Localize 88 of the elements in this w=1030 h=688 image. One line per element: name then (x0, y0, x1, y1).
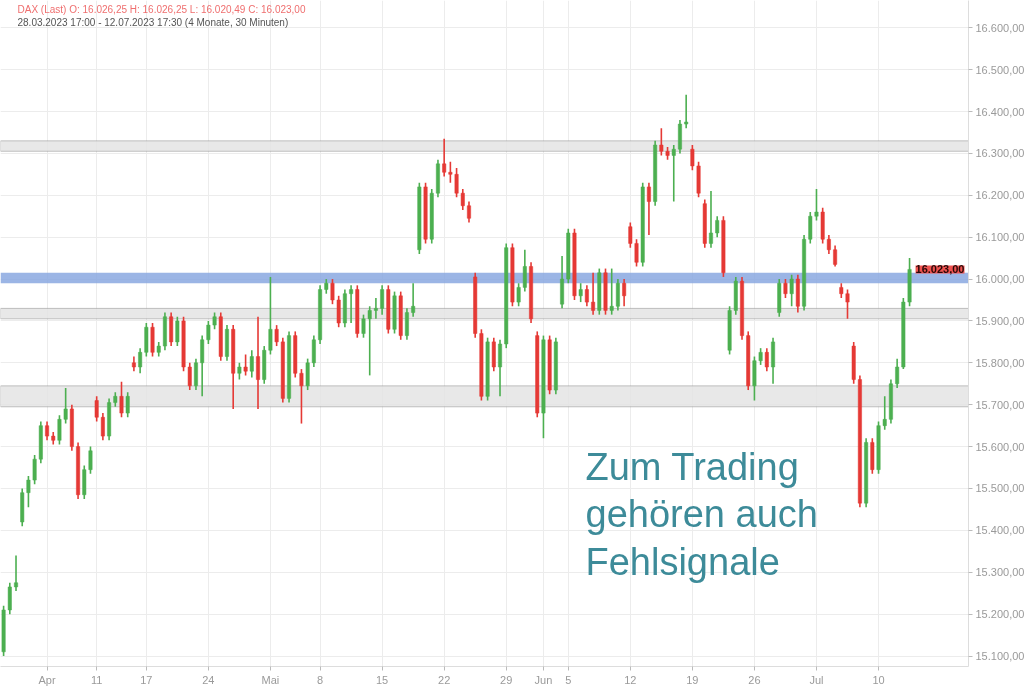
candlestick (200, 334, 205, 398)
candlestick (498, 338, 502, 398)
candlestick (578, 282, 583, 303)
candlestick (783, 278, 788, 299)
x-tick-label: 24 (202, 673, 215, 686)
y-tick-label: 15.300,00 (975, 566, 1025, 579)
candlestick (349, 284, 354, 324)
candlestick (826, 234, 831, 255)
candlestick (45, 420, 49, 442)
candlestick (622, 278, 627, 308)
candlestick (373, 297, 378, 320)
y-tick-label: 16.300,00 (975, 147, 1025, 160)
annotation: Zum Trading gehören auch Fehlsignale (585, 445, 818, 583)
candlestick (256, 315, 260, 410)
candlestick (94, 395, 99, 423)
candlestick (138, 347, 143, 375)
candlestick (584, 284, 589, 308)
candlestick (380, 284, 385, 316)
x-tick-label: 5 (565, 673, 572, 686)
candlestick (100, 412, 105, 442)
x-tick-label: Mai (261, 673, 280, 686)
y-tick-label: 16.200,00 (975, 189, 1025, 202)
candlestick (789, 274, 794, 308)
candlestick (467, 200, 471, 224)
candlestick (709, 190, 713, 249)
candlestick (609, 267, 614, 316)
x-tick-label: 8 (317, 673, 324, 686)
y-tick-label: 16.000,00 (975, 273, 1025, 286)
candlestick (32, 454, 37, 486)
candlestick (125, 391, 130, 419)
candlestick (26, 475, 31, 509)
x-tick-label: 17 (140, 673, 153, 686)
x-tick-label: 12 (624, 673, 637, 686)
y-tick-label: 15.200,00 (975, 608, 1025, 621)
candlestick (615, 278, 620, 312)
candlestick (243, 353, 248, 377)
y-tick-label: 15.700,00 (975, 398, 1025, 411)
x-tick-label: Jun (534, 673, 553, 686)
candlestick (715, 215, 720, 238)
x-tick-label: 15 (376, 673, 389, 686)
x-tick-label: 22 (438, 673, 451, 686)
text: 28.03.2023 17:00 - 12.07.2023 17:30 (4 Monate, 30 Minuten) (17, 16, 289, 28)
y-tick-label: 15.500,00 (975, 482, 1025, 495)
candlestick (764, 347, 769, 372)
x-tick-label: 29 (500, 673, 513, 686)
x-tick-label: 26 (748, 673, 761, 686)
candlestick (330, 278, 335, 305)
y-tick-label: 15.600,00 (975, 440, 1025, 453)
candlestick (175, 315, 180, 347)
x-tick-label: Apr (38, 673, 56, 686)
candlestick (187, 362, 192, 391)
candlestick (119, 380, 124, 419)
candlestick (522, 248, 527, 293)
candlestick (659, 127, 664, 157)
candlestick (690, 144, 695, 171)
candlestick (206, 320, 211, 345)
candlestick (194, 357, 198, 391)
candlestick (833, 244, 838, 268)
y-tick-label: 15.400,00 (975, 524, 1025, 537)
y-tick-label: 15.800,00 (975, 356, 1025, 369)
candlestick (671, 144, 676, 203)
candlestick (311, 334, 316, 368)
candlestick (646, 181, 651, 236)
candlestick (404, 307, 409, 341)
candlestick (442, 137, 447, 178)
y-tick-label: 16.600,00 (975, 21, 1025, 34)
candlestick (895, 357, 900, 389)
y-tick-label: 16.100,00 (975, 231, 1025, 244)
annotation: 16.023,00 (915, 263, 965, 276)
x-tick-label: 19 (686, 673, 699, 686)
candlestick (14, 554, 18, 592)
x-tick-label: 11 (90, 673, 103, 686)
y-tick-label: 15.100,00 (975, 650, 1025, 663)
candlestick (274, 324, 279, 347)
y-tick-label: 16.400,00 (975, 105, 1025, 118)
candlestick (249, 349, 254, 379)
candlestick (684, 93, 689, 130)
candlestick (336, 295, 341, 329)
x-tick-label: 10 (872, 673, 885, 686)
candlestick (516, 282, 521, 308)
candlestick (411, 282, 416, 318)
x-tick-label: Jul (809, 673, 824, 686)
y-tick-label: 16.500,00 (975, 63, 1025, 76)
chart-title: DAX (Last) O: 16.026,25 H: 16.026,25 L: 16.020,49 C: 16.023,00 (17, 3, 306, 15)
candlestick (305, 357, 310, 391)
candlestick (299, 368, 304, 425)
y-tick-label: 15.900,00 (975, 314, 1025, 327)
candlestick (591, 271, 596, 316)
